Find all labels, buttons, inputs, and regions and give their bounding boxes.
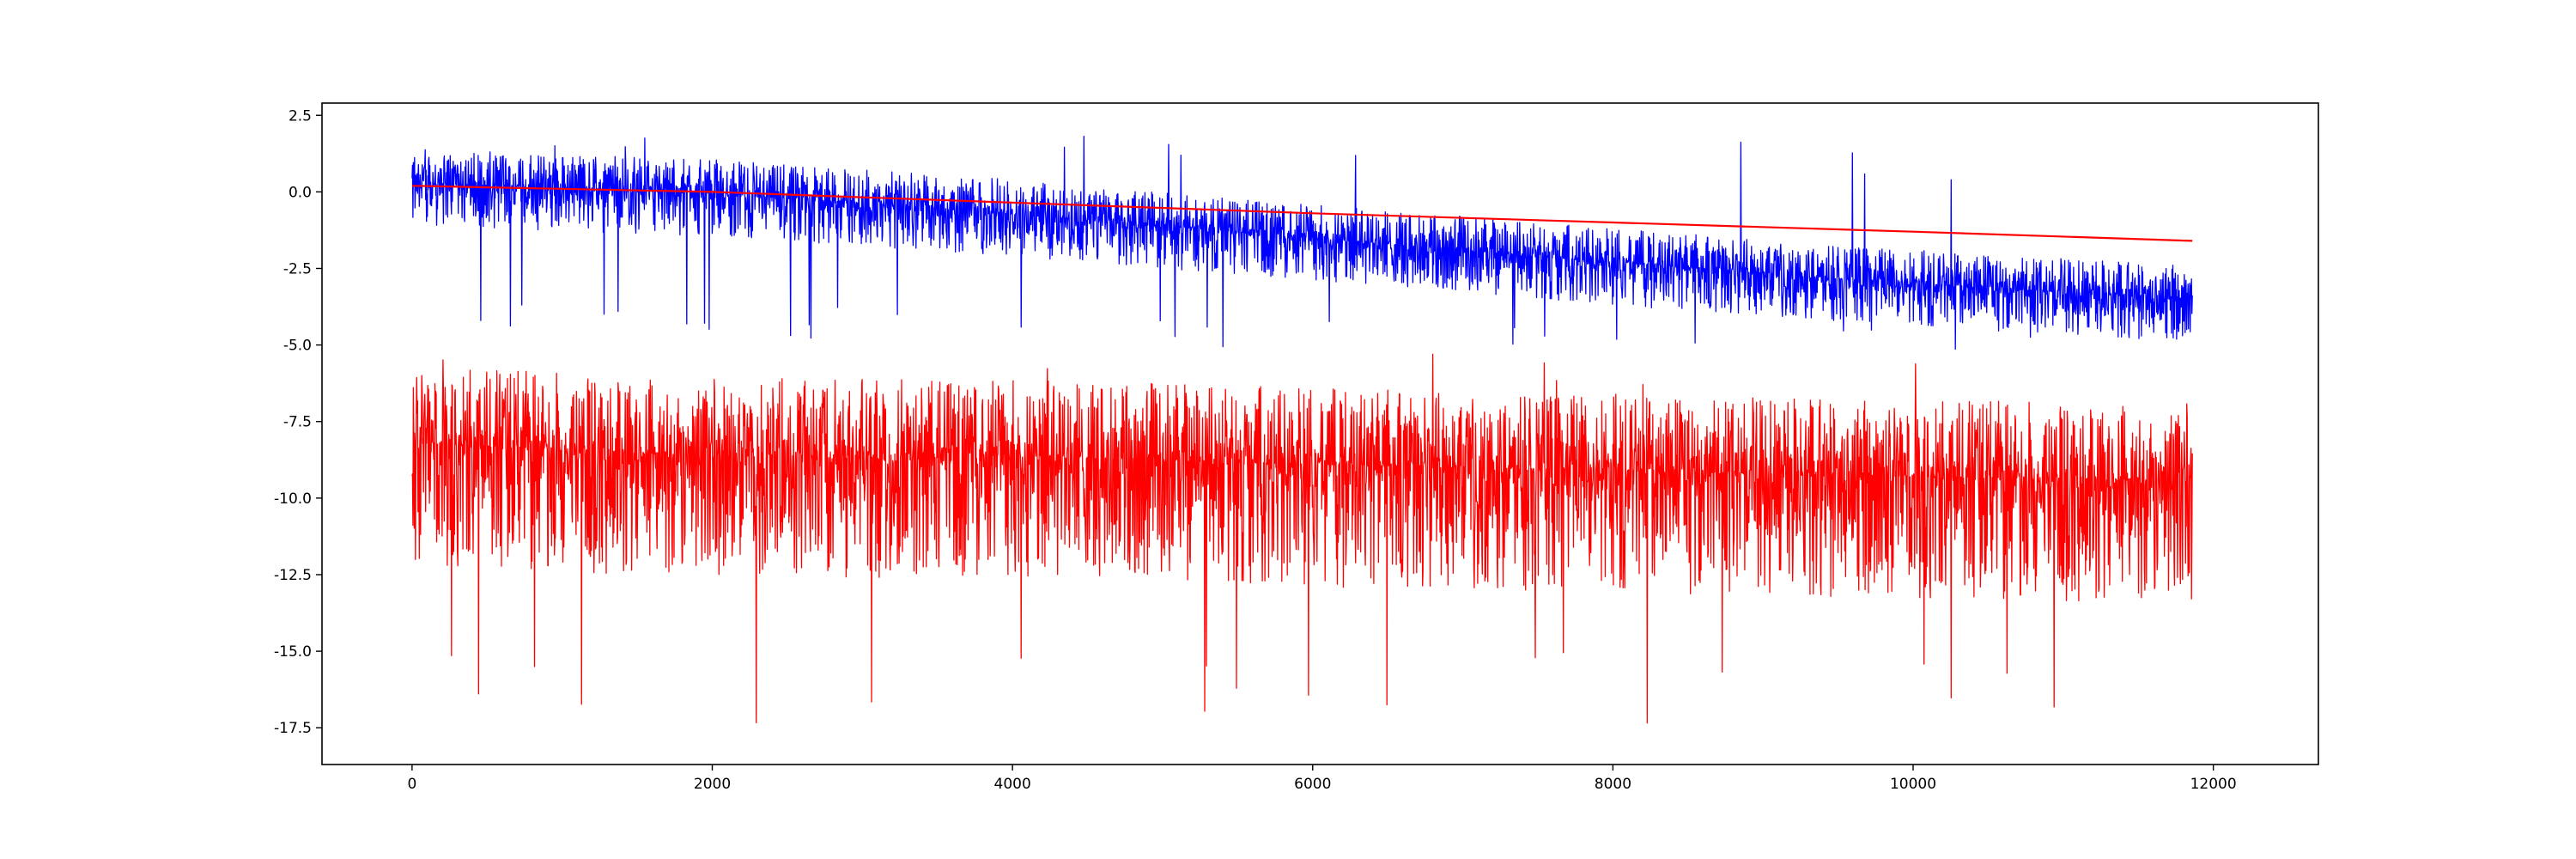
- series-line-0: [411, 136, 2193, 350]
- x-tick-label: 6000: [1294, 776, 1331, 793]
- series-layer: [411, 136, 2193, 724]
- y-axis: 2.5 0.0 -2.5 -5.0 -7.5 -10.0 -12.5 -15.0 -17.5: [274, 107, 322, 737]
- x-tick-label: 10000: [1890, 776, 1936, 793]
- x-tick-label: 2000: [694, 776, 731, 793]
- x-tick-label: 0: [407, 776, 416, 793]
- y-tick-label: -10.0: [274, 490, 312, 508]
- x-tick-label: 12000: [2190, 776, 2237, 793]
- series-line-1: [411, 185, 2193, 242]
- x-tick-label: 4000: [994, 776, 1031, 793]
- x-tick-label: 8000: [1595, 776, 1631, 793]
- y-tick-label: -2.5: [283, 261, 312, 278]
- y-tick-label: -17.5: [274, 720, 312, 737]
- y-tick-label: 2.5: [289, 107, 312, 125]
- y-tick-label: -12.5: [274, 567, 312, 584]
- y-tick-label: -15.0: [274, 643, 312, 661]
- x-axis: 0 2000 4000 6000 8000 10000 12000: [407, 765, 2237, 793]
- plot-frame: [321, 102, 2319, 765]
- y-tick-label: 0.0: [289, 184, 312, 201]
- series-line-2: [411, 353, 2193, 724]
- y-tick-label: -7.5: [283, 414, 312, 431]
- y-tick-label: -5.0: [283, 338, 312, 355]
